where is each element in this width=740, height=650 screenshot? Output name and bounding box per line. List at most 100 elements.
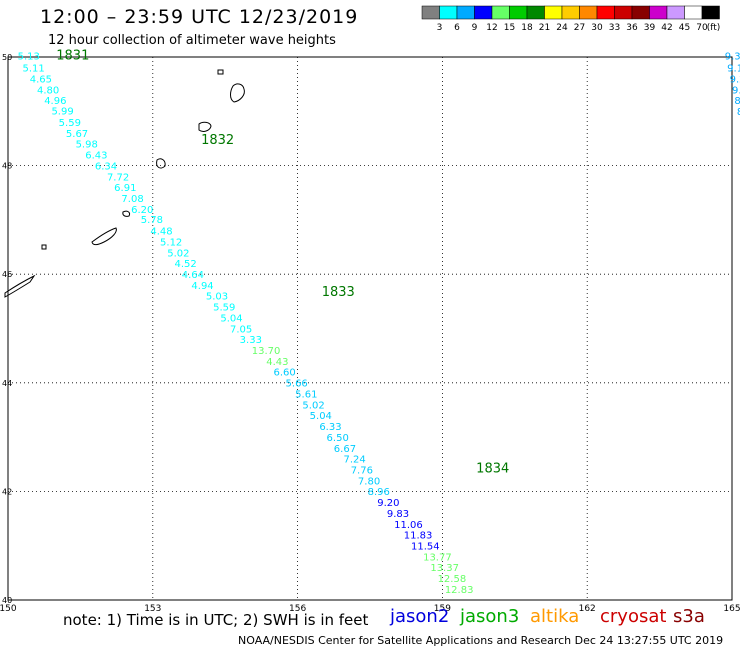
legend-tick-label: 42 xyxy=(661,23,672,33)
legend-swatch xyxy=(421,5,440,20)
legend-unit-label: (ft) xyxy=(707,23,721,33)
legend-swatch xyxy=(631,5,650,20)
longitude-tick-label: 162 xyxy=(579,604,596,614)
wave-height-value: 5.78 xyxy=(141,215,163,226)
wave-height-value: 5.04 xyxy=(220,313,242,324)
wave-height-value: 5.99 xyxy=(51,107,73,118)
wave-height-value: 9.0 xyxy=(732,85,740,96)
lat-lon-grid: 150 153 156 159 162 165 40 42 44 46 48 50 xyxy=(0,53,740,614)
legend-swatch xyxy=(614,5,633,20)
longitude-tick-label: 156 xyxy=(289,604,306,614)
wave-height-value: 7.72 xyxy=(107,172,129,183)
wave-height-value: 7.24 xyxy=(343,455,365,466)
wave-height-value: 6.34 xyxy=(95,161,117,172)
legend-swatch xyxy=(456,5,475,20)
legend-tick-label: 3 xyxy=(437,23,443,33)
legend-tick-label: 6 xyxy=(454,23,460,33)
map-title: 12:00 – 23:59 UTC 12/23/2019 xyxy=(40,6,359,28)
wave-height-value: 4.96 xyxy=(44,96,66,107)
legend-tick-label: 15 xyxy=(504,23,515,33)
wave-height-value: 6.33 xyxy=(319,422,341,433)
legend-swatch xyxy=(666,5,685,20)
legend-tick-label: 9 xyxy=(472,23,478,33)
map-subtitle: 12 hour collection of altimeter wave hei… xyxy=(48,33,336,48)
wave-height-value: 11.06 xyxy=(394,520,423,531)
mission-s3a: s3a xyxy=(673,606,705,627)
wave-height-value: 4.52 xyxy=(175,259,197,270)
wave-height-value: 4.80 xyxy=(37,85,59,96)
kuril-island-4 xyxy=(91,227,117,246)
wave-height-value: 5.59 xyxy=(59,118,81,129)
hokkaido-coast xyxy=(4,274,36,298)
mission-cryosat: cryosat xyxy=(600,606,667,627)
legend-swatch xyxy=(474,5,493,20)
longitude-tick-label: 153 xyxy=(144,604,161,614)
kuril-island-7 xyxy=(41,244,47,250)
legend-swatch xyxy=(701,5,720,20)
wave-height-value: 7.76 xyxy=(351,465,373,476)
wave-height-value: 5.13 xyxy=(18,52,40,63)
legend-swatch xyxy=(491,5,510,20)
wave-height-value: 5.02 xyxy=(167,248,189,259)
wave-height-value: 9.36 xyxy=(725,52,740,63)
footer-credit: NOAA/NESDIS Center for Satellite Applica… xyxy=(238,634,724,647)
wave-height-value: 13.37 xyxy=(430,563,459,574)
wave-height-value: 5.11 xyxy=(22,64,44,75)
pass-number-label: 1832 xyxy=(201,133,234,148)
legend-tick-label: 30 xyxy=(591,23,603,33)
wave-height-value: 8 xyxy=(734,96,740,107)
legend-tick-label: 18 xyxy=(521,23,533,33)
mission-jason2: jason2 xyxy=(390,606,450,627)
map-frame xyxy=(7,56,733,601)
pass-number-label: 1833 xyxy=(322,285,355,300)
legend-swatch xyxy=(439,5,458,20)
wave-height-value: 7.80 xyxy=(358,476,380,487)
legend-swatch xyxy=(561,5,580,20)
kuril-island-2 xyxy=(198,121,212,132)
legend-swatch xyxy=(579,5,598,20)
wave-height-value: 8.96 xyxy=(368,487,390,498)
longitude-tick-label: 150 xyxy=(0,604,17,614)
wave-height-labels: 5.135.114.654.804.965.995.595.675.986.43… xyxy=(18,49,740,596)
wave-height-value: 5.02 xyxy=(302,400,324,411)
wave-height-value: 9.2 xyxy=(730,75,740,86)
legend-tick-label: 12 xyxy=(486,23,497,33)
pass-number-label: 1831 xyxy=(56,49,89,64)
kuril-island-3 xyxy=(156,158,166,169)
footer-note: note: 1) Time is in UTC; 2) SWH is in fe… xyxy=(63,611,369,629)
longitude-tick-label: 165 xyxy=(723,604,740,614)
wave-height-value: 3.33 xyxy=(240,335,262,346)
wave-height-value: 5.03 xyxy=(206,292,228,303)
wave-height-value: 7.08 xyxy=(121,194,143,205)
latitude-tick-label: 50 xyxy=(2,53,12,62)
wave-height-value: 5.66 xyxy=(286,379,308,390)
kuril-island-5 xyxy=(122,210,130,217)
wave-height-value: 5.12 xyxy=(160,237,182,248)
color-legend: 3 6 9 12 15 18 21 24 27 30 33 36 39 42 45 70(ft) xyxy=(421,5,721,33)
legend-tick-label: 24 xyxy=(556,23,568,33)
wave-height-value: 12.58 xyxy=(438,574,467,585)
wave-height-value: 5.59 xyxy=(213,303,235,314)
wave-height-value: 5.61 xyxy=(295,389,317,400)
kuril-island-6 xyxy=(217,69,224,75)
legend-swatch xyxy=(596,5,615,20)
legend-tick-label: 70 xyxy=(696,23,708,33)
kuril-island-1 xyxy=(230,83,245,103)
wave-height-value: 11.54 xyxy=(411,542,440,553)
wave-height-value: 7.05 xyxy=(230,324,252,335)
pass-number-label: 1834 xyxy=(476,461,509,476)
wave-height-value: 6.91 xyxy=(114,183,136,194)
wave-height-value: 4.65 xyxy=(30,75,52,86)
wave-height-value: 13.70 xyxy=(252,346,281,357)
legend-tick-label: 39 xyxy=(644,23,656,33)
legend-swatch xyxy=(544,5,563,20)
wave-height-value: 6.60 xyxy=(273,368,295,379)
legend-swatch xyxy=(649,5,668,20)
longitude-tick-label: 159 xyxy=(434,604,451,614)
wave-height-value: 4.43 xyxy=(266,357,288,368)
legend-tick-label: 27 xyxy=(574,23,585,33)
wave-height-value: 13.77 xyxy=(423,552,452,563)
legend-tick-label: 33 xyxy=(609,23,620,33)
